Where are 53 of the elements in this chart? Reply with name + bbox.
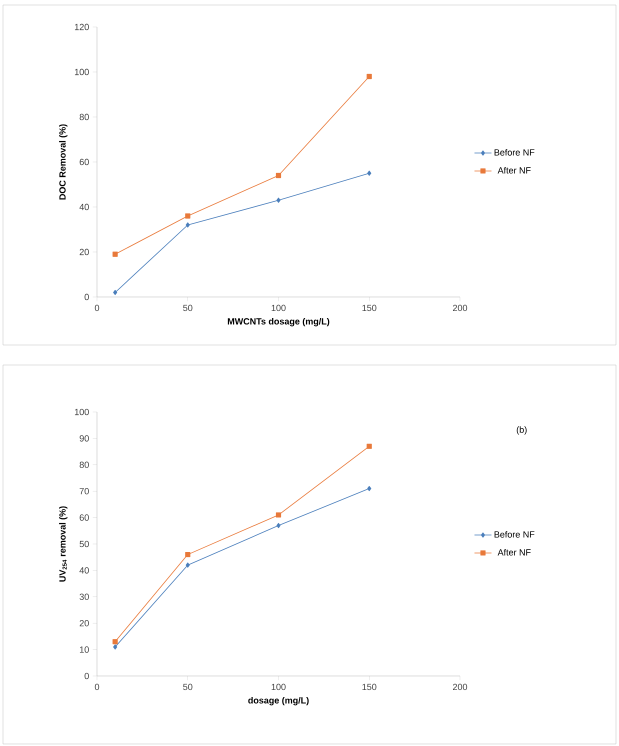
x-tick-label: 0 <box>94 304 100 312</box>
y-tick-label: 80 <box>80 462 89 468</box>
x-axis-title: MWCNTs dosage (mg/L) <box>228 318 330 326</box>
legend-label: After NF <box>498 166 531 174</box>
y-tick-label: 100 <box>74 68 89 76</box>
legend-label: Before NF <box>494 149 534 156</box>
y-tick-label: 120 <box>74 24 89 30</box>
x-tick-label: 100 <box>272 304 286 312</box>
x-tick-label: 200 <box>452 304 468 312</box>
y-tick-label: 60 <box>80 158 89 166</box>
point <box>276 512 282 518</box>
point <box>367 486 372 492</box>
y-tick-label: 0 <box>84 672 89 680</box>
x-tick-label: 0 <box>94 684 100 690</box>
point <box>367 170 372 176</box>
y-tick-label: 50 <box>80 540 89 548</box>
y-tick-label: 70 <box>80 488 89 494</box>
x-tick-label: 100 <box>272 684 286 690</box>
y-tick-label: 0 <box>84 294 89 300</box>
y-tick-label: 100 <box>74 408 89 416</box>
point <box>366 74 372 80</box>
legend-label: Before NF <box>494 531 534 538</box>
point <box>113 644 118 650</box>
point <box>276 522 281 528</box>
point <box>112 639 118 644</box>
legend-label: After NF <box>498 548 531 556</box>
text: (b) <box>516 426 527 435</box>
y-tick-label: 80 <box>80 114 89 120</box>
y-tick-label: 60 <box>80 514 89 521</box>
point <box>185 552 190 558</box>
x-tick-label: 50 <box>183 304 192 312</box>
x-tick-label: 50 <box>183 684 192 690</box>
y-tick-label: 10 <box>80 646 89 653</box>
point <box>186 222 190 228</box>
point <box>276 172 282 178</box>
point <box>276 198 281 203</box>
point <box>185 213 190 219</box>
x-tick-label: 150 <box>362 684 376 690</box>
y-tick-label: 40 <box>79 567 89 574</box>
point <box>366 444 372 449</box>
point <box>186 562 190 568</box>
x-tick-label: 200 <box>452 684 468 690</box>
y-tick-label: 30 <box>80 594 89 600</box>
y-axis-title: UV$_{254}$ removal (%) <box>59 506 68 582</box>
y-tick-label: 20 <box>80 248 89 256</box>
point <box>112 252 118 257</box>
y-tick-label: 20 <box>80 620 89 626</box>
y-tick-label: 40 <box>79 204 89 210</box>
x-tick-label: 150 <box>362 304 376 312</box>
x-axis-title: dosage (mg/L) <box>248 696 309 706</box>
y-tick-label: 90 <box>80 435 89 442</box>
point <box>113 290 118 296</box>
y-axis-title: DOC Removal (%) <box>59 124 68 200</box>
